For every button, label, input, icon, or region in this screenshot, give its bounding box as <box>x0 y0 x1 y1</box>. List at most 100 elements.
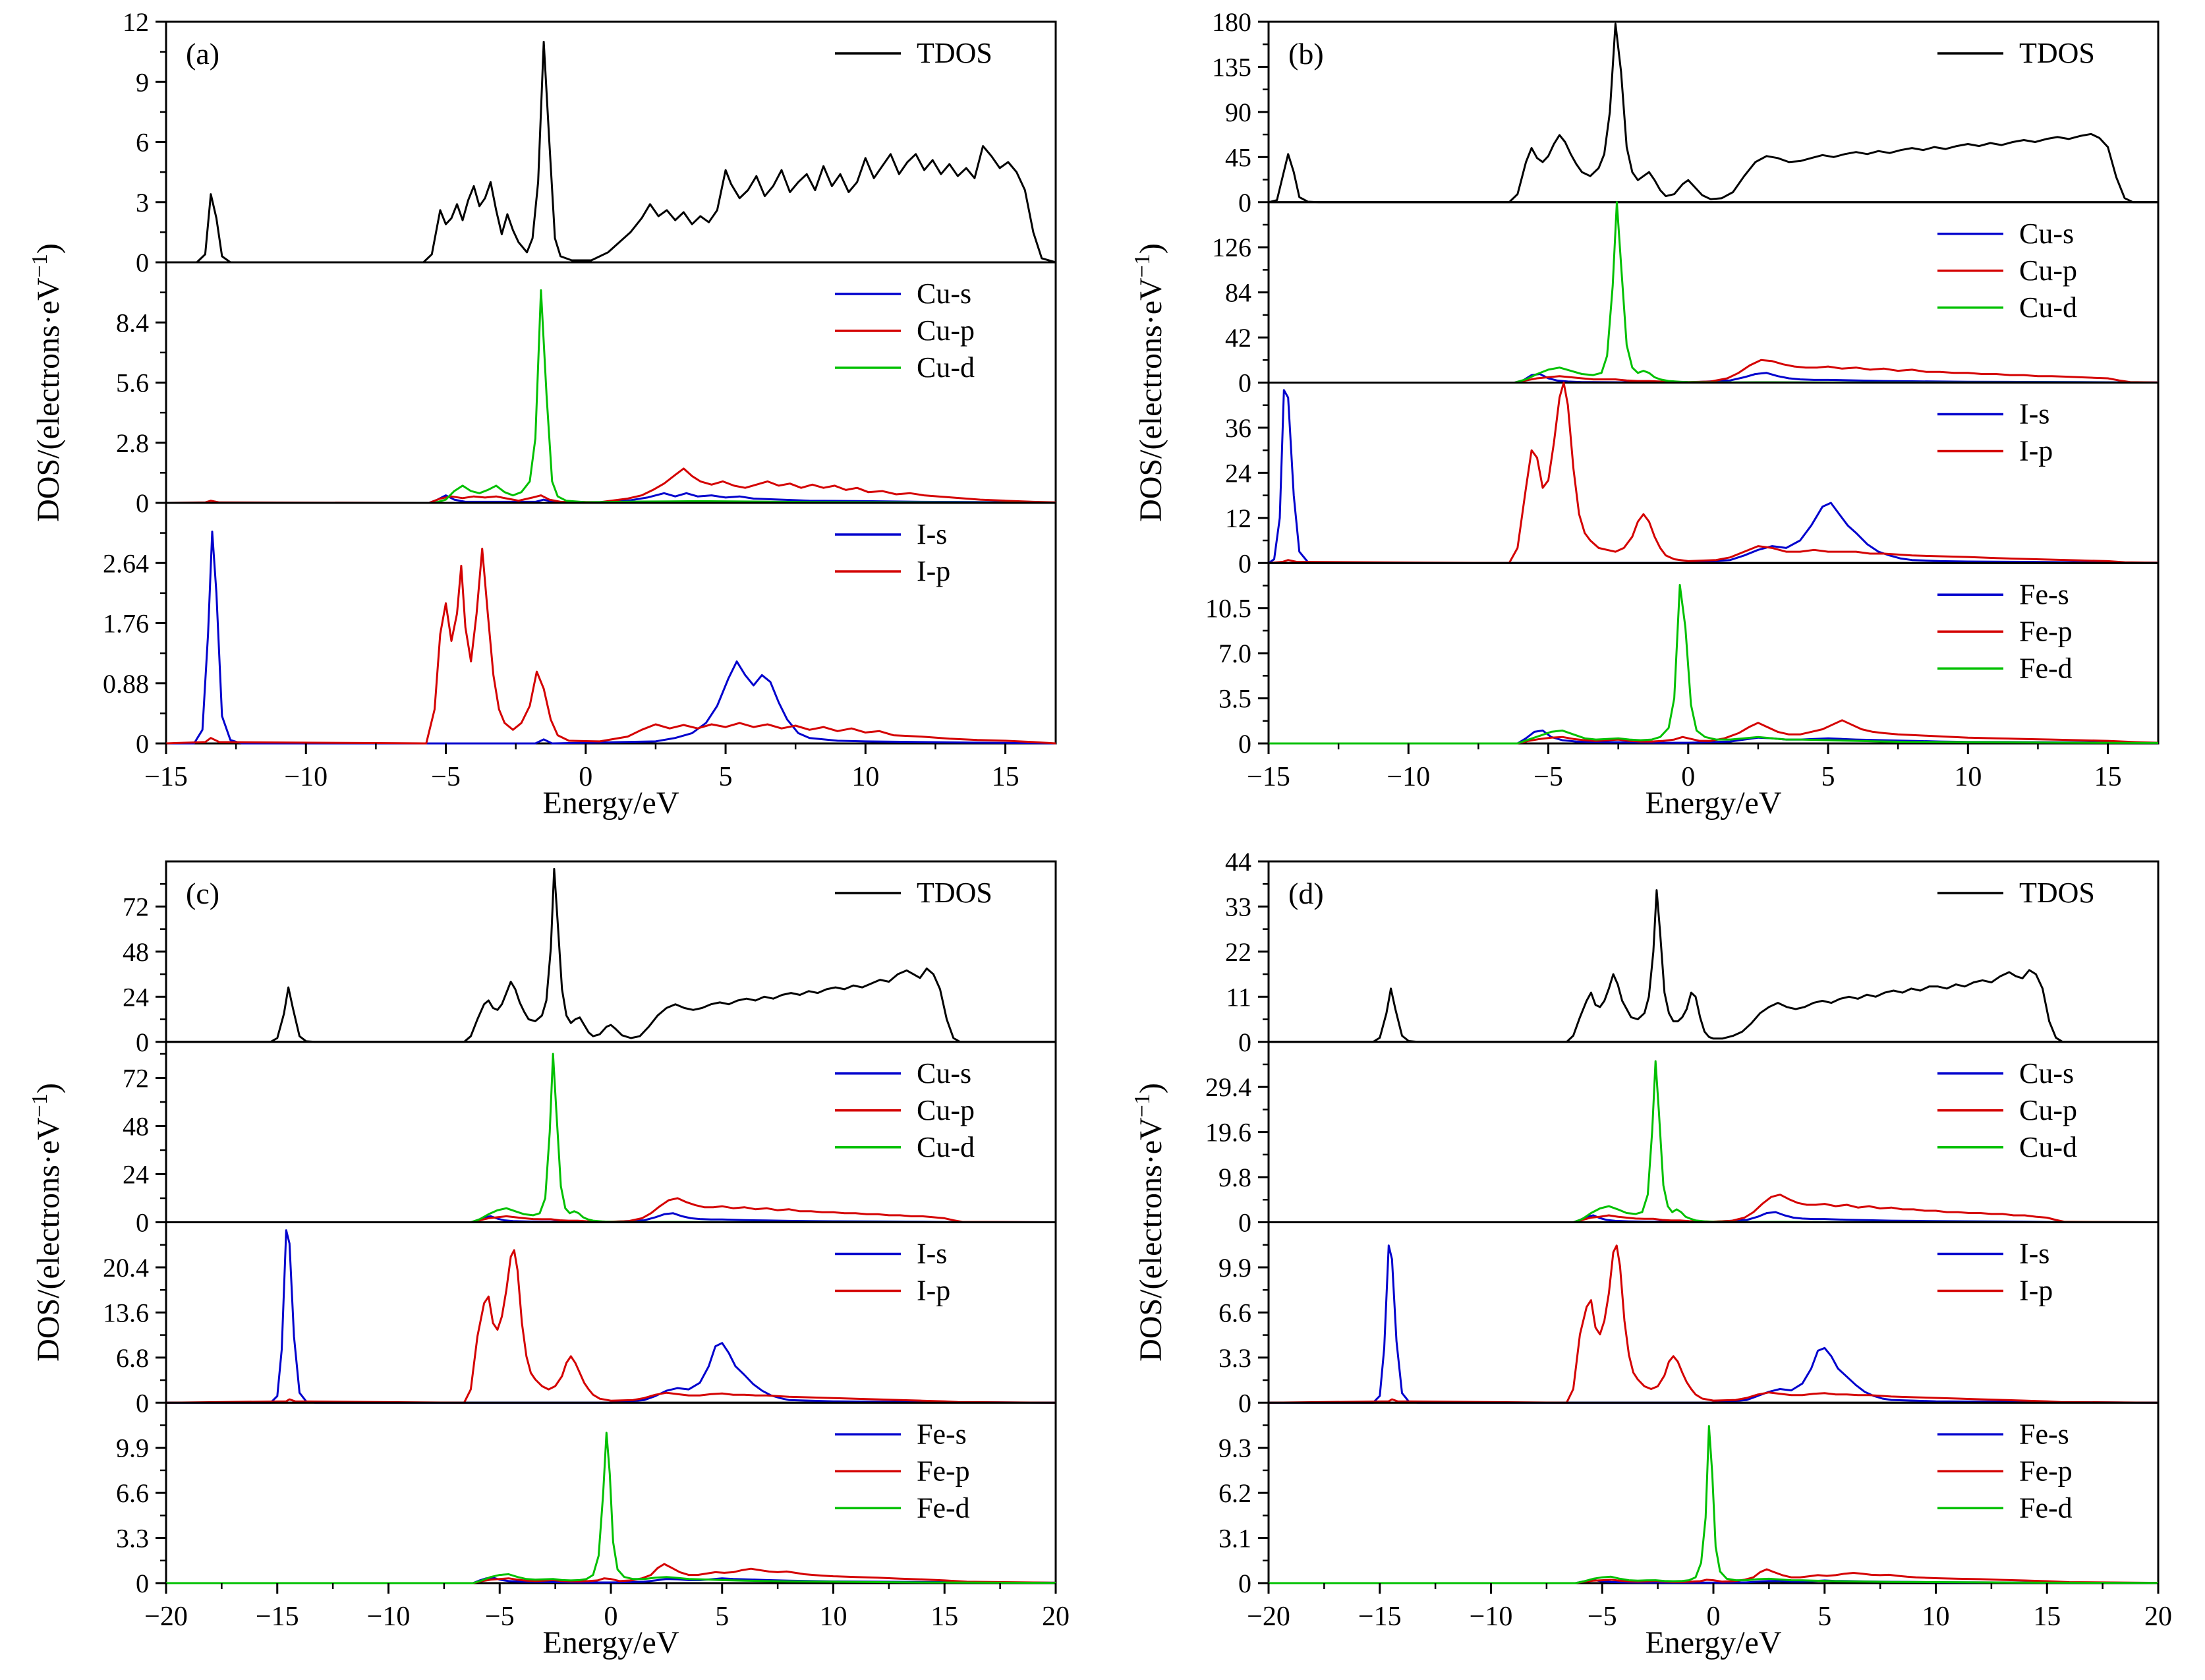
legend-label-Cu-s: Cu-s <box>917 277 971 310</box>
legend-label-I-p: I-p <box>917 1274 950 1306</box>
series-Fe-d <box>1268 1424 2158 1584</box>
y-tick-label: 0 <box>136 488 149 518</box>
y-tick-label: 7.0 <box>1218 639 1251 668</box>
panel-letter: (c) <box>186 877 219 910</box>
y-tick-label: 12 <box>123 10 149 37</box>
legend-label-Fe-p: Fe-p <box>917 1455 970 1487</box>
y-tick-label: 6 <box>136 127 149 157</box>
y-tick-label: 0 <box>1238 368 1251 397</box>
y-tick-label: 0 <box>136 1207 149 1237</box>
y-tick-label: 24 <box>123 1159 149 1189</box>
y-tick-label: 42 <box>1225 323 1251 353</box>
series-TDOS <box>165 40 1056 263</box>
x-axis-label: Energy/eV <box>1645 786 1781 821</box>
y-tick-label: 33 <box>1225 892 1251 921</box>
x-tick-label: 10 <box>851 762 879 792</box>
x-tick-label: 10 <box>1922 1602 1949 1632</box>
series-Fe-d <box>165 1431 1056 1584</box>
legend-label-Cu-d: Cu-d <box>2019 291 2077 323</box>
y-tick-label: 0 <box>1238 1388 1251 1418</box>
x-tick-label: −5 <box>431 762 461 792</box>
x-tick-label: 5 <box>718 762 732 792</box>
y-tick-label: 0 <box>1238 548 1251 578</box>
y-tick-label: 1.76 <box>103 608 149 638</box>
y-tick-label: 24 <box>123 982 149 1012</box>
series-Cu-s <box>165 1211 1056 1223</box>
legend-label-Fe-p: Fe-p <box>2019 1455 2073 1487</box>
y-tick-label: 45 <box>1225 142 1251 172</box>
legend-label-I-s: I-s <box>2019 1237 2049 1269</box>
y-tick-label: 6.8 <box>116 1343 149 1372</box>
y-axis-label: DOS/(electrons·eV−1) <box>1130 1083 1168 1362</box>
series-Cu-p <box>1268 1193 2158 1223</box>
y-tick-label: 3.5 <box>1218 683 1251 713</box>
panel-letter: (d) <box>1288 877 1324 910</box>
legend-label-Fe-s: Fe-s <box>2019 1418 2069 1450</box>
legend-label-Cu-p: Cu-p <box>917 1093 975 1126</box>
series-I-p <box>165 547 1056 744</box>
x-tick-label: −10 <box>366 1602 410 1632</box>
legend-label-I-p: I-p <box>2019 434 2053 467</box>
panel-b-svg: 0 45 90 135 180 TDOS (b) 0 42 84 126 Cu-s Cu-p Cu-d 0 1… <box>1130 10 2159 821</box>
legend-label-Cu-s: Cu-s <box>917 1057 971 1089</box>
legend-label-Cu-d: Cu-d <box>917 1130 975 1163</box>
y-tick-label: 3.3 <box>116 1523 149 1553</box>
y-tick-label: 0 <box>136 1569 149 1598</box>
y-tick-label: 13.6 <box>103 1298 149 1327</box>
legend-label-I-p: I-p <box>917 555 950 587</box>
y-tick-label: 0 <box>1238 1027 1251 1057</box>
x-tick-label: −15 <box>255 1602 299 1632</box>
x-tick-label: −20 <box>1247 1602 1290 1632</box>
y-tick-label: 24 <box>1225 458 1251 488</box>
x-tick-label: −10 <box>284 762 328 792</box>
panel-d: 0 11 22 33 44 TDOS (d) 0 9.8 19.6 29.4 Cu-s Cu-p Cu-d… <box>1102 840 2205 1679</box>
panel-d-svg: 0 11 22 33 44 TDOS (d) 0 9.8 19.6 29.4 Cu-s Cu-p Cu-d… <box>1130 850 2172 1660</box>
x-tick-label: 0 <box>1706 1602 1720 1632</box>
panel-c-svg: 0 24 48 72 TDOS (c) 0 24 48 72 Cu-s Cu-p Cu-d 0 6.8 13.… <box>28 860 1070 1660</box>
series-Fe-d <box>1268 583 2158 744</box>
x-tick-label: 20 <box>2144 1602 2172 1632</box>
x-tick-label: −5 <box>1587 1602 1617 1632</box>
y-tick-label: 9 <box>136 67 149 97</box>
series-Fe-p <box>1268 1568 2158 1584</box>
y-tick-label: 3.1 <box>1218 1523 1251 1553</box>
y-axis-label: DOS/(electrons·eV−1) <box>28 243 66 522</box>
x-tick-label: −10 <box>1469 1602 1512 1632</box>
legend-label-Fe-p: Fe-p <box>2019 615 2073 647</box>
y-tick-label: 48 <box>123 937 149 966</box>
y-tick-label: 2.8 <box>116 428 149 457</box>
y-axis-label: DOS/(electrons·eV−1) <box>1130 243 1168 522</box>
y-tick-label: 20.4 <box>103 1252 149 1282</box>
panel-c: 0 24 48 72 TDOS (c) 0 24 48 72 Cu-s Cu-p Cu-d 0 6.8 13.… <box>0 840 1102 1679</box>
x-tick-label: 15 <box>2033 1602 2061 1632</box>
x-tick-label: 10 <box>819 1602 847 1632</box>
y-tick-label: 2.64 <box>103 548 149 578</box>
x-tick-label: 10 <box>1954 762 1982 792</box>
panel-letter: (b) <box>1288 37 1324 71</box>
legend-label-I-s: I-s <box>917 1237 947 1269</box>
y-tick-label: 9.3 <box>1218 1433 1251 1463</box>
series-Cu-s <box>165 492 1056 504</box>
y-tick-label: 9.8 <box>1218 1163 1251 1192</box>
series-I-s <box>165 1229 1056 1404</box>
legend-label-Fe-s: Fe-s <box>2019 578 2069 610</box>
panel-b: 0 45 90 135 180 TDOS (b) 0 42 84 126 Cu-s Cu-p Cu-d 0 1… <box>1102 0 2205 840</box>
y-tick-label: 0 <box>136 248 149 277</box>
x-axis-label: Energy/eV <box>1645 1625 1781 1660</box>
x-tick-label: 15 <box>931 1602 958 1632</box>
legend-label-Cu-p: Cu-p <box>917 314 975 347</box>
series-TDOS <box>1268 888 2158 1043</box>
series-I-s <box>1267 388 2158 564</box>
series-I-p <box>1268 381 2158 564</box>
series-Cu-s <box>1268 1211 2158 1223</box>
x-tick-label: 5 <box>1821 762 1835 792</box>
series-TDOS <box>1268 22 2158 203</box>
y-tick-label: 9.9 <box>1218 1252 1251 1282</box>
x-tick-label: −5 <box>1533 762 1563 792</box>
legend-label-Fe-d: Fe-d <box>2019 1492 2073 1524</box>
series-TDOS <box>165 867 1056 1043</box>
y-tick-label: 6.6 <box>116 1478 149 1508</box>
legend-label-TDOS: TDOS <box>917 37 992 69</box>
y-tick-label: 3 <box>136 187 149 217</box>
series-I-p <box>165 1248 1056 1404</box>
